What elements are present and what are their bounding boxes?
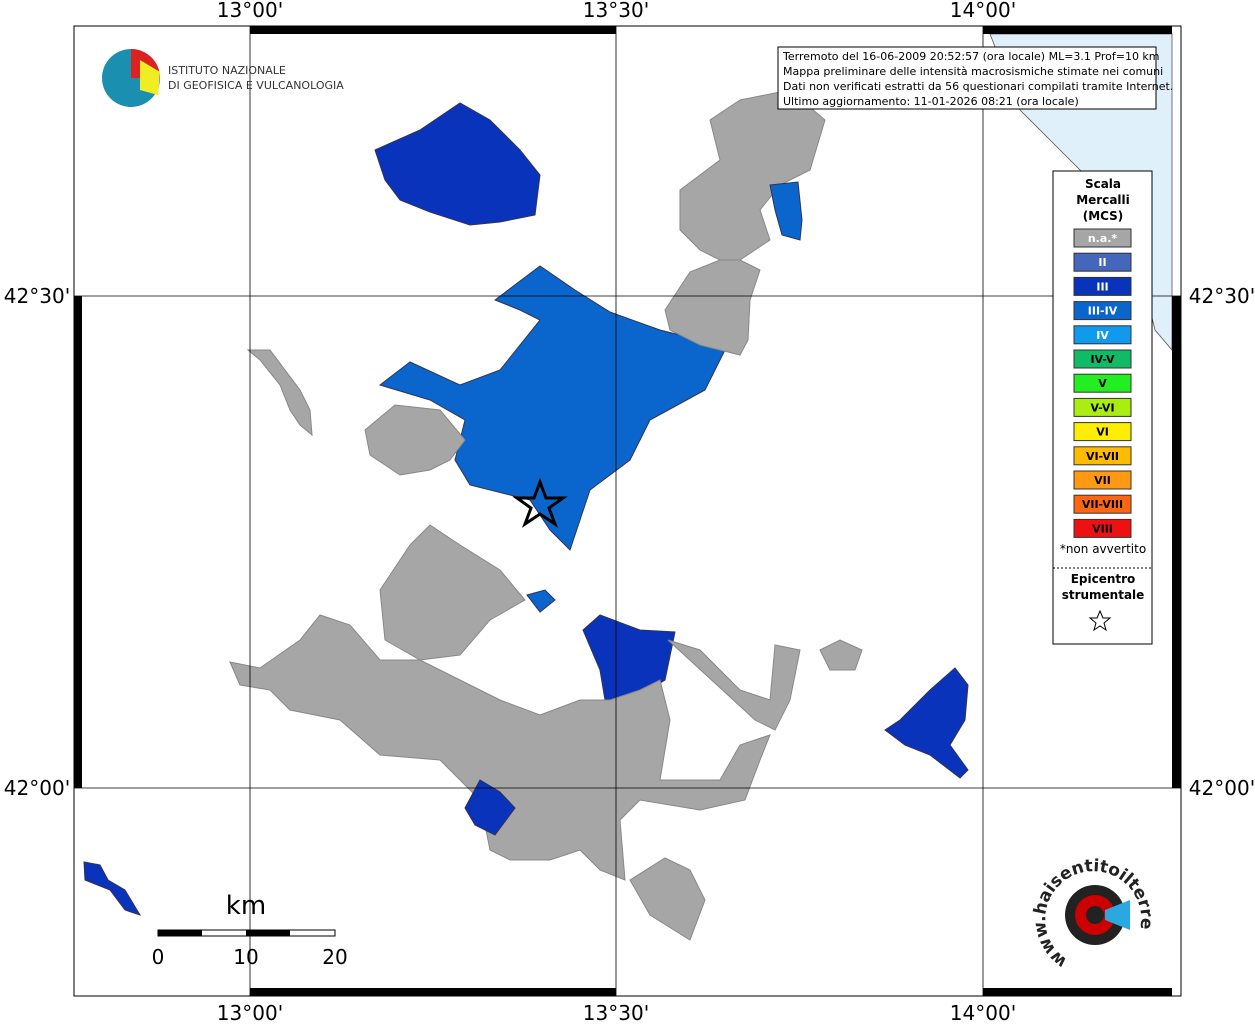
lon-label: 13°00'	[217, 1001, 283, 1024]
legend-title: (MCS)	[1083, 209, 1124, 223]
legend-label: V-VI	[1090, 401, 1114, 414]
legend-label: III-IV	[1088, 305, 1118, 318]
legend-swatch	[1073, 494, 1132, 514]
legend-label: III	[1096, 280, 1108, 293]
scale-label: 0	[152, 945, 165, 969]
info-line: Ultimo aggiornamento: 11-01-2026 08:21 (…	[783, 95, 1079, 108]
legend-label: V	[1098, 377, 1107, 390]
scale-label: 10	[233, 945, 258, 969]
legend-note: *non avvertito	[1060, 542, 1146, 556]
info-line: Dati non verificati estratti da 56 quest…	[783, 80, 1173, 93]
legend-star	[1088, 609, 1112, 632]
lon-label: 13°30'	[583, 0, 649, 22]
legend-swatch	[1073, 422, 1132, 442]
lon-label: 14°00'	[950, 1001, 1016, 1024]
legend-swatch	[1073, 276, 1132, 296]
municipalities	[83, 89, 969, 941]
scale-unit: km	[226, 891, 266, 921]
graticule	[74, 26, 1181, 996]
lon-label: 13°30'	[583, 1001, 649, 1024]
legend-label: IV	[1096, 329, 1109, 342]
legend-label: VI-VII	[1086, 450, 1119, 463]
legend-epicenter: Epicentro	[1071, 572, 1136, 586]
legend-swatch	[1073, 228, 1132, 248]
legend-swatch	[1073, 446, 1132, 466]
legend-swatch	[1073, 349, 1132, 369]
lon-label: 13°00'	[217, 0, 283, 22]
legend-swatch	[1073, 301, 1132, 321]
info-line: Terremoto del 16-06-2009 20:52:57 (ora l…	[782, 50, 1160, 63]
legend-label: VIII	[1092, 522, 1113, 535]
epicenter	[512, 477, 568, 528]
lat-label: 42°00'	[4, 776, 70, 800]
frame	[73, 25, 1182, 997]
legend-swatch	[1073, 518, 1132, 538]
legend-title: Scala	[1085, 177, 1121, 191]
legend-label: II	[1098, 256, 1106, 269]
info-box	[777, 46, 1157, 110]
legend-label: VII	[1094, 474, 1111, 487]
lat-label: 42°30'	[1189, 284, 1255, 308]
legend-swatch	[1073, 470, 1132, 490]
legend-epicenter: strumentale	[1062, 588, 1145, 602]
legend-swatch	[1073, 373, 1132, 393]
lat-label: 42°30'	[4, 284, 70, 308]
scale-bar: km 0 10 20	[152, 891, 348, 969]
legend-label: VI	[1096, 426, 1109, 439]
lat-label: 42°00'	[1189, 776, 1255, 800]
legend-title: Mercalli	[1076, 193, 1130, 207]
frame-bars	[74, 26, 1181, 996]
legend-label: VII-VIII	[1082, 498, 1123, 511]
logo-text: DI GEOFISICA E VULCANOLOGIA	[168, 79, 344, 92]
scale-label: 20	[322, 945, 347, 969]
lon-label: 14°00'	[950, 0, 1016, 22]
legend-swatch	[1073, 397, 1132, 417]
info-line: Mappa preliminare delle intensità macros…	[783, 65, 1163, 78]
legend-swatch	[1073, 325, 1132, 345]
legend-label: IV-V	[1090, 353, 1115, 366]
legend-swatch	[1073, 252, 1132, 272]
ingv-logo: ISTITUTO NAZIONALE DI GEOFISICA E VULCAN…	[102, 49, 344, 107]
legend-label: n.a.*	[1088, 232, 1118, 245]
logo-text: ISTITUTO NAZIONALE	[168, 64, 286, 77]
